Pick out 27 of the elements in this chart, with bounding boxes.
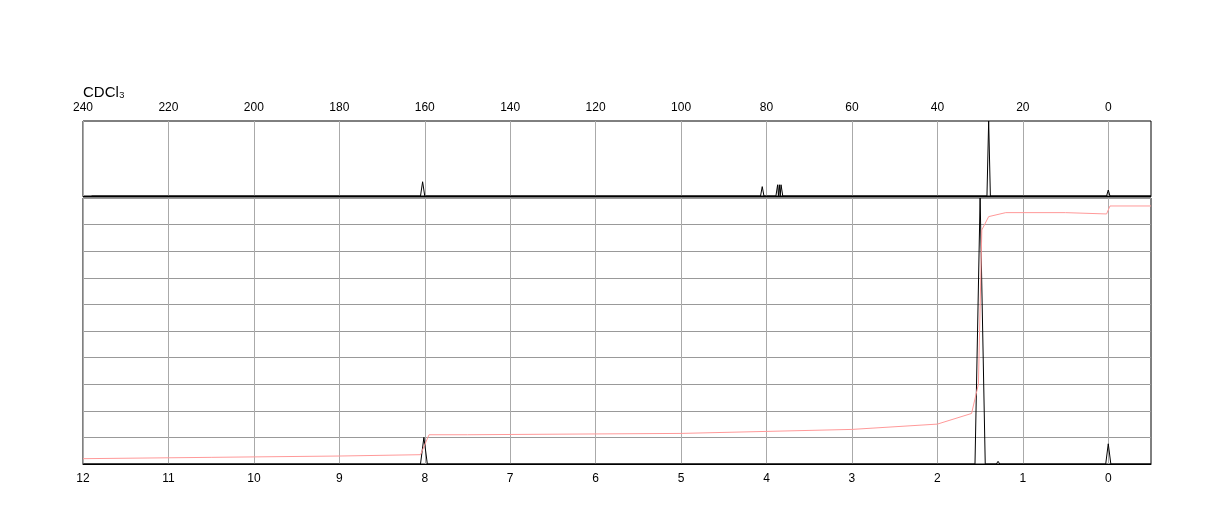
x-tick-label: 7 bbox=[506, 471, 514, 485]
x-tick-label: 20 bbox=[1016, 100, 1030, 114]
x-tick-label: 12 bbox=[76, 471, 90, 485]
x-tick-label: 120 bbox=[585, 100, 606, 114]
x-tick-label: 180 bbox=[329, 100, 350, 114]
x-tick-label: 40 bbox=[930, 100, 945, 114]
text: CDCl₃ bbox=[83, 83, 125, 100]
x-tick-label: 11 bbox=[162, 471, 175, 485]
x-tick-label: 240 bbox=[72, 100, 94, 114]
x-tick-label: 140 bbox=[500, 100, 521, 114]
x-tick-label: 60 bbox=[845, 100, 859, 114]
x-tick-label: 0 bbox=[1104, 100, 1112, 114]
x-tick-label: 200 bbox=[243, 100, 265, 114]
x-tick-label: 1 bbox=[1019, 471, 1027, 485]
x-tick-label: 10 bbox=[247, 471, 261, 485]
x-tick-label: 220 bbox=[158, 100, 179, 114]
x-tick-label: 160 bbox=[414, 100, 436, 114]
x-tick-label: 0 bbox=[1104, 471, 1112, 485]
x-tick-label: 9 bbox=[335, 471, 343, 485]
x-tick-label: 5 bbox=[677, 471, 685, 485]
x-tick-label: 4 bbox=[763, 471, 771, 485]
x-tick-label: 80 bbox=[759, 100, 774, 114]
x-tick-label: 2 bbox=[934, 471, 942, 485]
x-tick-label: 3 bbox=[848, 471, 856, 485]
x-tick-label: 6 bbox=[592, 471, 600, 485]
x-tick-label: 100 bbox=[671, 100, 692, 114]
x-tick-label: 8 bbox=[421, 471, 429, 485]
